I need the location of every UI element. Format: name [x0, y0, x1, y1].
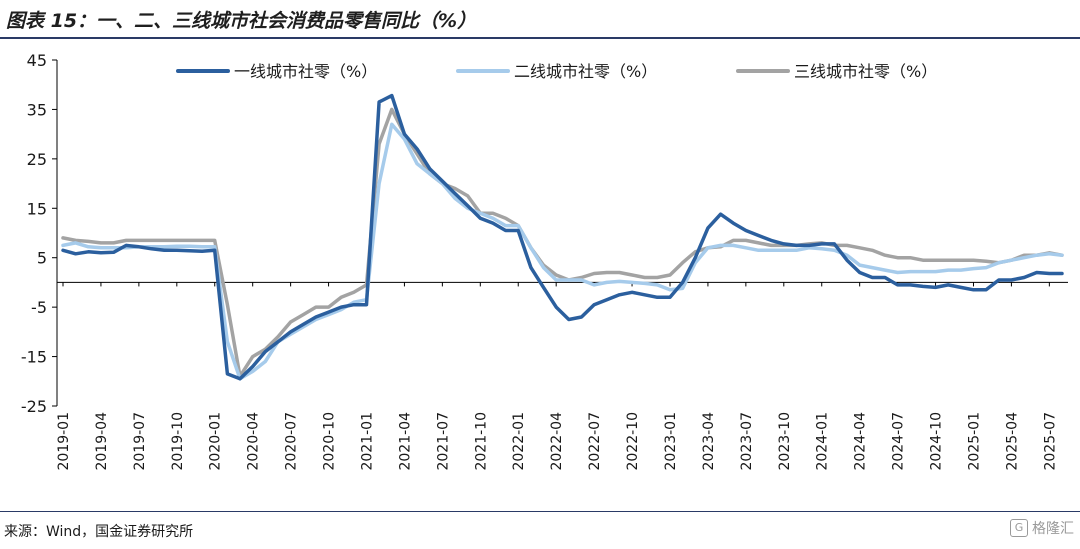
x-tick-label: 2019-04: [94, 412, 110, 471]
x-tick-label: 2021-01: [359, 412, 375, 471]
x-tick-label: 2024-04: [853, 412, 869, 471]
y-tick-label: -5: [31, 298, 47, 317]
x-tick-label: 2025-01: [966, 412, 982, 471]
x-tick-label: 2022-07: [587, 412, 603, 471]
x-tick-label: 2020-04: [246, 412, 262, 471]
x-tick-label: 2025-04: [1004, 412, 1020, 471]
y-tick-label: 25: [27, 150, 47, 169]
watermark-logo-icon: G: [1010, 519, 1028, 537]
x-tick-label: 2024-07: [891, 412, 907, 471]
y-tick-label: -15: [21, 348, 47, 367]
x-tick-label: 2022-10: [625, 412, 641, 471]
x-tick-label: 2023-01: [663, 412, 679, 471]
x-tick-label: 2021-04: [397, 412, 413, 471]
watermark: G 格隆汇: [1010, 518, 1074, 538]
footer-divider: [0, 511, 1080, 512]
y-tick-label: 5: [37, 249, 47, 268]
chart-title: 图表 15：一、二、三线城市社会消费品零售同比（%）: [6, 10, 477, 32]
x-tick-label: 2020-01: [208, 412, 224, 471]
x-tick-label: 2021-10: [473, 412, 489, 471]
series-line: [61, 122, 1064, 381]
x-tick-label: 2019-01: [56, 412, 72, 471]
y-tick-label: 15: [27, 199, 47, 218]
y-tick-label: 35: [27, 100, 47, 119]
source-note: 来源：Wind，国金证券研究所: [4, 524, 194, 540]
x-tick-label: 2022-04: [549, 412, 565, 471]
x-tick-label: 2022-01: [511, 412, 527, 471]
series-line: [61, 107, 1064, 379]
x-tick-label: 2024-01: [815, 412, 831, 471]
legend-label: 三线城市社零（%）: [794, 62, 937, 81]
x-tick-label: 2019-07: [132, 412, 148, 471]
x-tick-label: 2020-07: [284, 412, 300, 471]
legend-label: 二线城市社零（%）: [514, 62, 657, 81]
x-tick-label: 2019-10: [170, 412, 186, 471]
series-line: [61, 93, 1064, 381]
legend-label: 一线城市社零（%）: [234, 62, 377, 81]
y-tick-label: 45: [27, 51, 47, 70]
title-divider: [0, 37, 1080, 39]
line-chart: 45 35 25 15 5 -5 -15 -25 2019-01 2019-04 2019-07 20…: [21, 51, 1068, 471]
x-tick-label: 2023-04: [701, 412, 717, 471]
y-tick-label: -25: [21, 397, 47, 416]
x-tick-label: 2025-07: [1042, 412, 1058, 471]
x-tick-label: 2023-10: [777, 412, 793, 471]
x-tick-label: 2020-10: [322, 412, 338, 471]
x-tick-label: 2023-07: [739, 412, 755, 471]
watermark-text: 格隆汇: [1032, 521, 1074, 537]
x-tick-label: 2024-10: [929, 412, 945, 471]
x-tick-label: 2021-07: [435, 412, 451, 471]
